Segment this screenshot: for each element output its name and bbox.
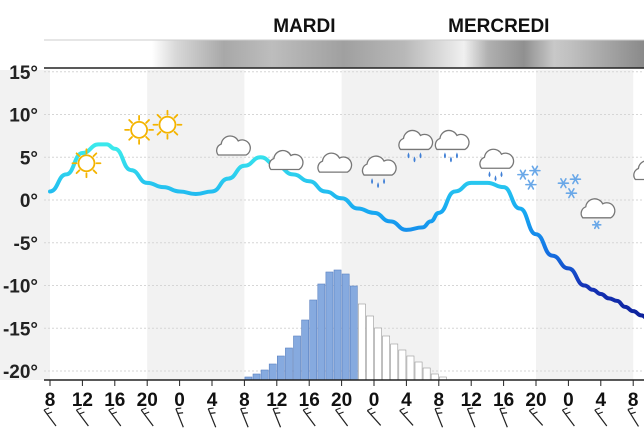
wind-barb — [240, 407, 249, 428]
x-tick-label: 16 — [299, 390, 320, 411]
x-tick-label: 12 — [266, 390, 287, 411]
snow-bar — [390, 343, 399, 381]
y-tick-label: -15° — [3, 319, 38, 340]
wind-barb — [627, 407, 639, 427]
y-tick-label: -5° — [14, 234, 39, 255]
cloud-icon — [268, 149, 304, 171]
rain-bar — [325, 271, 334, 381]
rain-cloud-icon — [361, 155, 397, 189]
x-tick-label: 20 — [331, 390, 352, 411]
snow-bar — [414, 361, 423, 381]
cloud-icon — [317, 152, 353, 173]
rain-bar — [260, 369, 269, 381]
snow-bar — [374, 327, 382, 381]
precipitation-bars — [244, 269, 447, 381]
x-tick-label: 8 — [628, 390, 639, 411]
rain-bar — [333, 269, 342, 381]
weather-icons — [71, 109, 644, 230]
snow-bar — [398, 349, 407, 381]
y-tick-label: -10° — [3, 277, 38, 298]
day-label: MARDI — [273, 16, 335, 37]
x-tick-label: 8 — [434, 390, 445, 411]
wind-barb — [335, 407, 349, 427]
rain-cloud-icon — [434, 129, 470, 163]
wind-barb — [466, 407, 476, 428]
x-tick-label: 20 — [137, 390, 158, 411]
snow-bar — [422, 367, 431, 381]
snow-bar — [406, 355, 415, 381]
rain-bar — [309, 299, 318, 381]
wind-barb — [499, 407, 508, 428]
x-tick-label: 8 — [45, 390, 56, 411]
cloud-cover-bar — [44, 39, 644, 69]
wind-barb — [399, 407, 414, 426]
x-tick-label: 0 — [563, 390, 574, 411]
wind-barb — [561, 407, 575, 427]
x-tick-label: 12 — [72, 390, 93, 411]
night-band — [536, 70, 634, 380]
day-labels: MARDIMERCREDIJEUDI — [273, 16, 549, 37]
x-tick-label: 4 — [207, 390, 218, 411]
y-tick-label: 0° — [20, 191, 38, 212]
wind-barb — [434, 407, 444, 428]
rain-bar — [252, 373, 261, 381]
snowflakes-icon — [517, 165, 541, 190]
temperature-line — [48, 142, 644, 320]
wind-barb — [75, 407, 89, 427]
snow-bar — [430, 373, 439, 381]
y-tick-label: 10° — [9, 106, 38, 127]
day-label: MERCREDI — [448, 16, 549, 37]
rain-cloud-icon — [479, 148, 515, 182]
y-tick-label: 15° — [9, 63, 38, 84]
snow-bar — [382, 335, 391, 381]
wind-barb — [594, 407, 608, 427]
rain-bar — [317, 283, 326, 381]
x-tick-label: 20 — [525, 390, 546, 411]
rain-bar — [301, 319, 310, 381]
x-tick-label: 16 — [104, 390, 125, 411]
sun-cloud-icon — [633, 160, 644, 181]
rain-bar — [276, 355, 285, 381]
sun-icon — [124, 114, 155, 145]
rain-bar — [349, 285, 358, 381]
snow-bar — [366, 315, 374, 381]
rain-bar — [268, 363, 277, 381]
wind-barb — [140, 407, 154, 427]
x-tick-label: 0 — [369, 390, 380, 411]
wind-barb — [302, 407, 316, 427]
sun-icon — [71, 148, 102, 179]
snow-cloud-icon — [580, 198, 616, 230]
cloud-icon — [216, 135, 251, 156]
wind-barb — [272, 407, 282, 428]
sun-icon — [152, 109, 183, 140]
axes: 15°10°5°0°-5°-10°-15°-20°8 12 16 20 0 4 8 12 16 2… — [3, 63, 644, 411]
x-tick-label: 4 — [596, 390, 607, 411]
x-tick-label: 0 — [174, 390, 185, 411]
wind-barb — [528, 407, 544, 426]
wind-barb — [43, 407, 57, 427]
snow-bar — [357, 303, 366, 381]
x-tick-label: 8 — [239, 390, 250, 411]
x-tick-label: 16 — [493, 390, 514, 411]
wind-barb — [108, 407, 122, 427]
rain-bar — [293, 335, 301, 381]
y-tick-label: -20° — [3, 362, 38, 383]
night-band — [0, 70, 50, 380]
rain-bar — [285, 347, 293, 381]
wind-barb — [175, 407, 184, 428]
rain-bar — [341, 273, 350, 381]
temperature-series-line — [48, 142, 644, 320]
wind-barbs — [43, 407, 639, 428]
wind-barb — [207, 407, 217, 428]
x-tick-label: 12 — [461, 390, 482, 411]
night-band — [147, 70, 245, 380]
snowflakes-icon — [557, 174, 582, 199]
rain-cloud-icon — [398, 129, 434, 163]
y-tick-label: 5° — [20, 148, 38, 169]
x-tick-label: 4 — [401, 390, 412, 411]
wind-barb — [366, 407, 382, 426]
